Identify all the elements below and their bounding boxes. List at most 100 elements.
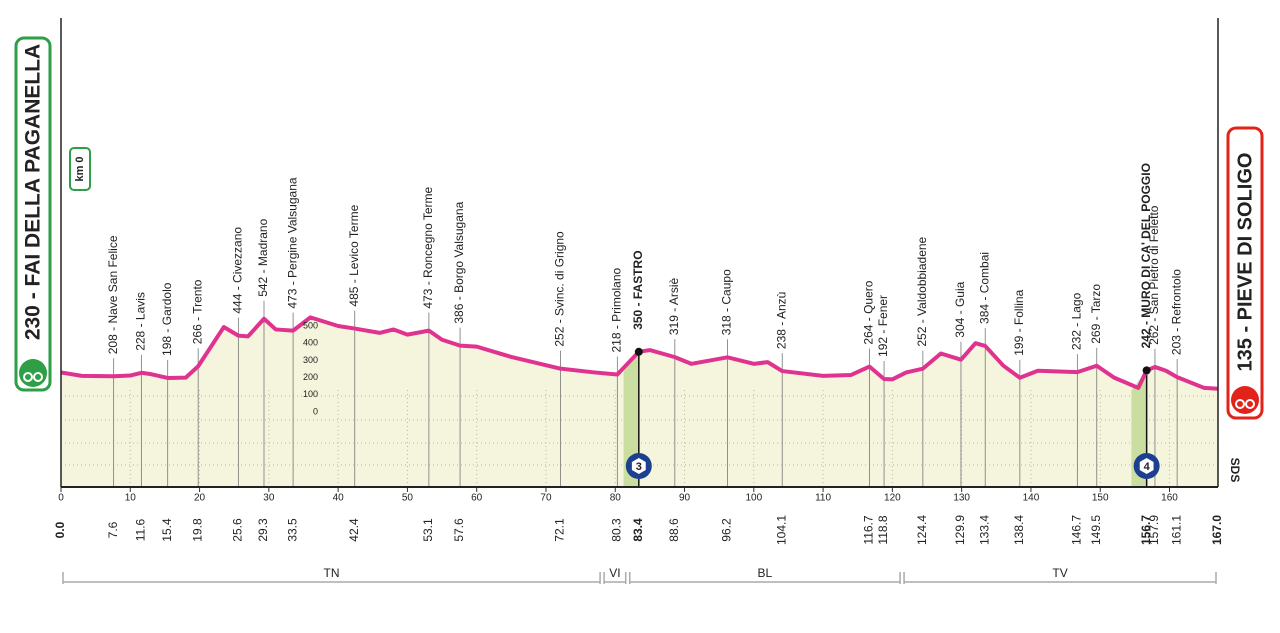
waypoint-label: 264 - Quero (862, 280, 876, 344)
waypoint-label: 386 - Borgo Valsugana (452, 201, 466, 323)
waypoint-label: 304 - Guia (953, 281, 967, 337)
waypoint-km: 104.1 (774, 515, 788, 545)
waypoint-label: 485 - Levico Terme (347, 204, 361, 306)
x-tick-label: 40 (333, 493, 345, 504)
waypoint-km: 156.7 (1139, 515, 1153, 545)
x-tick-label: 70 (540, 493, 552, 504)
waypoint-km: 133.4 (977, 515, 991, 545)
x-tick-label: 140 (1023, 493, 1040, 504)
x-tick-label: 120 (884, 493, 901, 504)
km0-box (69, 147, 91, 191)
waypoint-km: 72.1 (553, 518, 567, 542)
x-tick-label: 150 (1092, 493, 1109, 504)
waypoint-km: 88.6 (667, 518, 681, 542)
waypoint-km: 124.4 (915, 515, 929, 545)
waypoint-label: 192 - Fener (876, 295, 890, 357)
waypoint-label: 350 - FASTRO (631, 250, 645, 329)
region-label: BL (758, 566, 773, 580)
waypoint-km: 118.8 (876, 515, 890, 544)
finish-icon (1231, 386, 1259, 414)
waypoint-label: 266 - Trento (190, 279, 204, 344)
waypoint-km: 29.3 (256, 518, 270, 542)
waypoint-km: 15.4 (160, 518, 174, 542)
waypoint-label: 319 - Arsiè (667, 277, 681, 335)
waypoint-label: 542 - Madrano (256, 218, 270, 296)
waypoint-label: 252 - Valdobbiadene (915, 236, 929, 346)
y-tick-label: 200 (303, 372, 318, 382)
waypoint-km: 33.5 (285, 518, 299, 542)
waypoint-label: 318 - Caupo (720, 269, 734, 335)
climb-hexagon (631, 458, 646, 474)
start-label: 230 - FAI DELLA PAGANELLA (22, 44, 45, 340)
x-tick-label: 100 (745, 493, 762, 504)
waypoint-label: 473 - Pergine Valsugana (285, 177, 299, 309)
waypoint-label: 208 - Nave San Felice (106, 235, 120, 354)
finish-box (1226, 126, 1264, 420)
waypoint-km: 11.6 (134, 518, 148, 541)
waypoint-label: 228 - Lavis (134, 292, 148, 351)
x-tick-label: 20 (194, 493, 206, 504)
profile-line (60, 315, 1219, 391)
x-tick-label: 30 (263, 493, 275, 504)
climb-category: 4 (1144, 461, 1151, 473)
waypoint-label: 384 - Combai (977, 252, 991, 324)
x-tick-label: 110 (815, 493, 831, 504)
waypoint-label: 473 - Roncegno Terme (421, 186, 435, 308)
y-tick-label: 500 (303, 320, 318, 330)
waypoint-km: 42.4 (347, 518, 361, 542)
waypoint-label: 232 - Lago (1070, 292, 1084, 350)
climb-top (1142, 366, 1151, 375)
km-label: 167.0 (1210, 515, 1224, 545)
waypoint-label: 199 - Follina (1012, 289, 1026, 355)
waypoint-km: 25.6 (231, 518, 245, 542)
waypoint-label: 444 - Civezzano (231, 227, 245, 314)
icon-wheel (33, 372, 43, 382)
waypoint-km: 53.1 (421, 518, 435, 542)
waypoint-km: 146.7 (1070, 515, 1084, 545)
x-tick-label: 130 (953, 493, 970, 504)
x-tick-label: 50 (402, 493, 414, 504)
waypoint-km: 83.4 (631, 518, 645, 542)
waypoint-km: 96.2 (720, 518, 734, 542)
x-tick-label: 60 (471, 493, 483, 504)
y-tick-label: 400 (303, 338, 318, 348)
waypoint-km: 138.4 (1012, 515, 1026, 545)
x-tick-label: 10 (125, 493, 137, 504)
x-tick-label: 0 (58, 493, 64, 504)
waypoint-label: 218 - Primolano (610, 267, 624, 352)
start-icon (19, 359, 47, 387)
y-tick-label: 0 (313, 406, 318, 416)
waypoint-label: 198 - Gardolo (160, 282, 174, 356)
region-label: TV (1052, 566, 1067, 580)
finish-label: 135 - PIEVE DI SOLIGO (1234, 153, 1256, 372)
waypoint-label: 238 - Anzù (774, 292, 788, 349)
waypoint-label: 242 - MURO DI CA' DEL POGGIO (1139, 163, 1153, 348)
waypoint-label: 203 - Refrontolo (1169, 269, 1183, 355)
waypoint-km: 19.8 (190, 518, 204, 542)
waypoint-km: 57.6 (452, 518, 466, 542)
start-box (14, 36, 52, 392)
climb-top (634, 347, 643, 356)
y-tick-label: 300 (303, 355, 318, 365)
km-label: 0.0 (53, 521, 67, 538)
climb-area (623, 351, 639, 487)
icon-wheel (1245, 399, 1255, 409)
waypoint-label: 269 - Tarzo (1089, 284, 1103, 344)
x-tick-label: 160 (1161, 493, 1178, 504)
x-tick-label: 90 (679, 493, 691, 504)
waypoint-km: 149.5 (1089, 515, 1103, 545)
waypoint-km: 161.1 (1169, 515, 1183, 545)
climb-hexagon (1139, 458, 1154, 474)
waypoint-km: 157.9 (1147, 515, 1161, 545)
y-tick-label: 100 (303, 389, 318, 399)
waypoint-km: 129.9 (953, 515, 967, 545)
region-label: VI (609, 566, 620, 580)
icon-wheel (23, 372, 33, 382)
x-tick-label: 80 (610, 493, 622, 504)
icon-wheel (1235, 399, 1245, 409)
waypoint-label: 252 - Svinc. di Grigno (553, 231, 567, 347)
waypoint-km: 7.6 (106, 521, 120, 538)
waypoint-km: 116.7 (862, 515, 876, 544)
region-label: TN (324, 566, 340, 580)
